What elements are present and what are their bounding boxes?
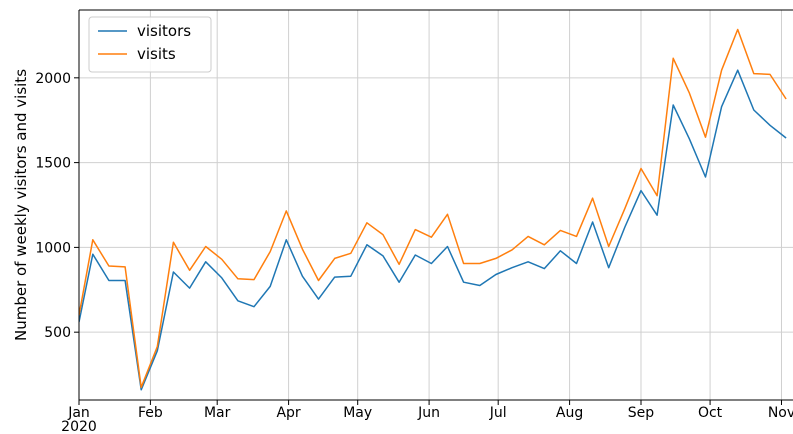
x-tick-label: Apr [276,405,300,421]
x-tick-label: Jun [417,405,440,421]
x-tick-label: Sep [628,405,655,421]
x-tick-label: Feb [138,405,163,421]
y-tick-label: 2000 [35,71,71,87]
x-tick-label: Jan [67,405,90,421]
grid-lines [78,10,793,400]
legend-label-visits: visits [137,45,176,63]
y-tick-label: 500 [44,325,71,341]
x-tick-label: Nov [768,405,793,421]
x-tick-label: May [343,405,372,421]
series-line-visitors [79,69,787,391]
y-axis-label: Number of weekly visitors and visits [12,69,30,341]
series-line-visits [79,28,787,389]
x-tick-label: Jul [489,405,507,421]
x-tick-label: Oct [698,405,723,421]
axes [74,9,793,405]
x-year-label: 2020 [61,419,97,434]
y-tick-label: 1000 [35,240,71,256]
y-tick-label: 1500 [35,156,71,172]
legend: visitors visits [88,16,212,73]
legend-label-visitors: visitors [137,22,191,40]
x-tick-label: Mar [204,405,231,421]
series-lines [79,28,787,391]
x-tick-label: Aug [556,405,583,421]
